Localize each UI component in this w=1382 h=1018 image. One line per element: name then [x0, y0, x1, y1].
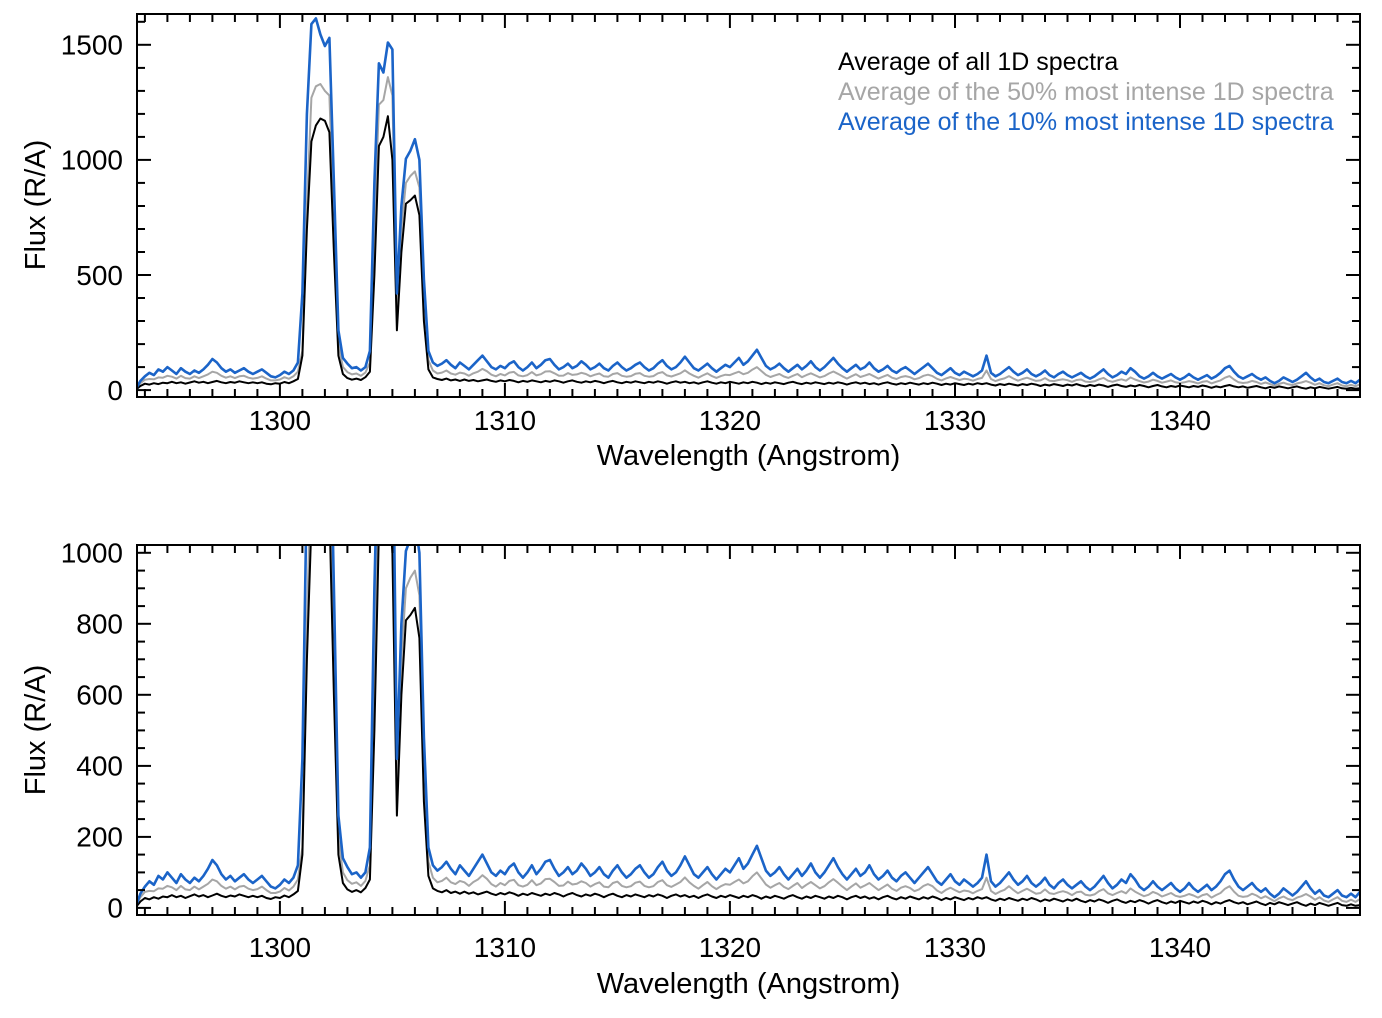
x-tick-label: 1330 — [924, 932, 986, 963]
series-line-0 — [137, 545, 1360, 908]
panel-full-range: 1300 1310 1320 1330 1340 0 500 1000 1500 Waveleng… — [20, 13, 1361, 472]
series-line-2 — [137, 17, 1360, 390]
x-tick-label: 1310 — [474, 932, 536, 963]
series-group — [137, 545, 1360, 908]
series-group — [137, 17, 1360, 391]
y-tick-label: 200 — [76, 822, 123, 853]
x-axis-title: Wavelength (Angstrom) — [597, 440, 901, 472]
x-tick-label: 1320 — [699, 932, 761, 963]
series-line-2 — [137, 545, 1360, 907]
y-tick-label: 1500 — [61, 30, 123, 61]
series-line-1 — [137, 545, 1360, 907]
legend-entry-10pct-spectra: Average of the 10% most intense 1D spect… — [838, 108, 1334, 136]
x-tick-label: 1330 — [924, 405, 986, 436]
x-tick-label: 1320 — [699, 405, 761, 436]
x-tick-label: 1300 — [249, 932, 311, 963]
x-axis-title: Wavelength (Angstrom) — [597, 968, 901, 1000]
y-tick-label: 0 — [107, 893, 123, 924]
y-tick-label: 1000 — [61, 145, 123, 176]
panel-zoomed: 1300 1310 1320 1330 1340 0 200 400 600 800 1000 Wav… — [20, 538, 1361, 1000]
x-tick-label: 1300 — [249, 405, 311, 436]
x-tick-label: 1340 — [1149, 405, 1211, 436]
y-tick-label: 500 — [76, 260, 123, 291]
x-tick-label: 1340 — [1149, 932, 1211, 963]
axes-frame — [136, 13, 1361, 398]
legend-entry-50pct-spectra: Average of the 50% most intense 1D spect… — [838, 78, 1334, 106]
series-line-0 — [137, 115, 1360, 391]
x-tick-label: 1310 — [474, 405, 536, 436]
y-tick-label: 600 — [76, 680, 123, 711]
y-axis-title: Flux (R/A) — [20, 665, 52, 796]
legend: Average of all 1D spectra Average of the… — [838, 48, 1334, 136]
y-axis-title: Flux (R/A) — [20, 140, 52, 271]
y-tick-label: 1000 — [61, 538, 123, 569]
legend-entry-all-spectra: Average of all 1D spectra — [838, 48, 1118, 76]
y-tick-label: 400 — [76, 751, 123, 782]
y-tick-label: 0 — [107, 375, 123, 406]
series-line-1 — [137, 76, 1360, 390]
y-tick-label: 800 — [76, 609, 123, 640]
